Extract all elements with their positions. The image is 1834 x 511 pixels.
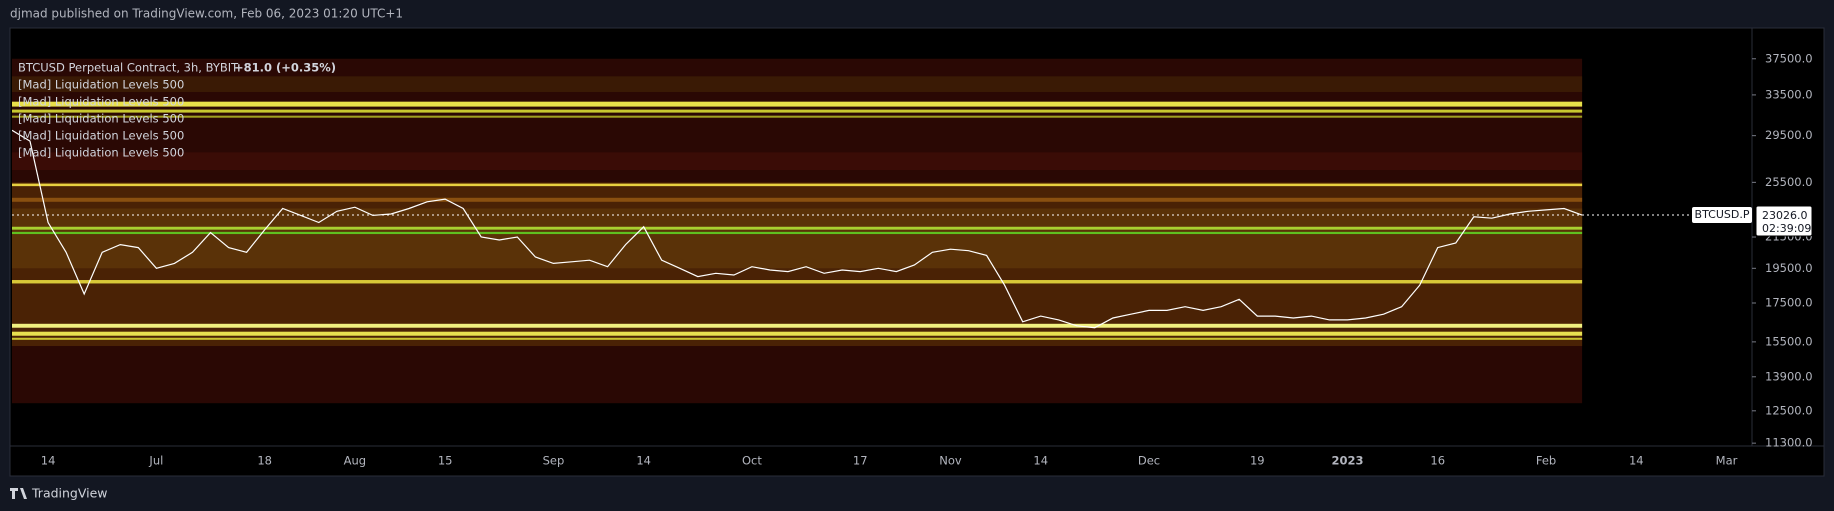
countdown: 02:39:09: [1762, 222, 1811, 235]
liquidation-level: [12, 183, 1583, 187]
liquidation-level: [12, 226, 1583, 230]
indicator-label: [Mad] Liquidation Levels 500: [18, 129, 184, 143]
x-tick-label: 15: [438, 454, 453, 468]
y-tick-label: 25500.0: [1765, 175, 1813, 189]
liquidation-level: [12, 101, 1583, 107]
liquidation-level: [12, 231, 1583, 235]
footer: TradingView: [10, 486, 108, 501]
indicator-label: [Mad] Liquidation Levels 500: [18, 78, 184, 92]
indicator-label: [Mad] Liquidation Levels 500: [18, 112, 184, 126]
indicator-label: [Mad] Liquidation Levels 500: [18, 146, 184, 160]
x-tick-label: Oct: [742, 454, 762, 468]
y-tick-label: 29500.0: [1765, 128, 1813, 142]
y-tick-label: 37500.0: [1765, 51, 1813, 65]
y-tick-label: 13900.0: [1765, 369, 1813, 383]
price-change: +81.0 (+0.35%): [234, 61, 336, 75]
x-tick-label: Feb: [1536, 454, 1556, 468]
liquidation-level: [12, 208, 1583, 269]
y-tick-label: 15500.0: [1765, 334, 1813, 348]
x-tick-label: Aug: [344, 454, 366, 468]
y-tick-label: 19500.0: [1765, 261, 1813, 275]
x-tick-label: 18: [257, 454, 272, 468]
y-tick-label: 33500.0: [1765, 87, 1813, 101]
symbol-label: BTCUSD.P: [1695, 208, 1750, 221]
x-tick-label: 14: [1033, 454, 1048, 468]
liquidation-level: [12, 280, 1583, 284]
x-tick-label: 16: [1430, 454, 1445, 468]
symbol-label-box: [1692, 207, 1752, 224]
liquidation-level: [12, 323, 1583, 328]
overlay: BTCUSD Perpetual Contract, 3h, BYBIT +81…: [18, 61, 336, 160]
liquidation-level: [12, 197, 1583, 202]
x-tick-label: 17: [853, 454, 868, 468]
last-price-label: 23026.0: [1762, 209, 1808, 222]
x-tick-label: 2023: [1331, 454, 1363, 468]
x-tick-label: 14: [41, 454, 56, 468]
y-tick-label: 11300.0: [1765, 436, 1813, 450]
x-tick-label: 14: [1629, 454, 1644, 468]
x-tick-label: Sep: [543, 454, 565, 468]
liquidation-level: [12, 76, 1583, 93]
x-tick-label: Nov: [939, 454, 962, 468]
x-tick-label: 14: [636, 454, 651, 468]
x-tick-label: Dec: [1138, 454, 1160, 468]
liquidation-level: [12, 152, 1583, 171]
liquidation-level: [12, 109, 1583, 113]
footer-brand: TradingView: [31, 486, 108, 501]
liquidation-level: [12, 115, 1583, 118]
liquidation-level: [12, 337, 1583, 340]
x-tick-label: Mar: [1716, 454, 1738, 468]
last-price-box: [1755, 205, 1813, 237]
published-note: djmad published on TradingView.com, Feb …: [10, 7, 403, 21]
logo: [10, 488, 27, 499]
indicator-label: [Mad] Liquidation Levels 500: [18, 95, 184, 109]
x-tick-label: 19: [1250, 454, 1265, 468]
y-tick-label: 17500.0: [1765, 295, 1813, 309]
plot: [12, 58, 1583, 404]
y-tick-label: 12500.0: [1765, 403, 1813, 417]
price-line: [12, 129, 1583, 329]
liquidation-level: [12, 331, 1583, 336]
symbol-title: BTCUSD Perpetual Contract, 3h, BYBIT: [18, 61, 239, 75]
x-tick-label: Jul: [148, 454, 163, 468]
